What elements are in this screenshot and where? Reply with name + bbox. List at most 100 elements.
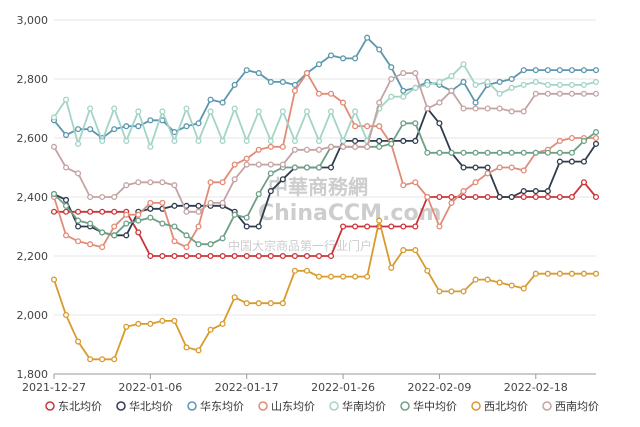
series-line (53, 36, 596, 140)
data-point (303, 267, 310, 274)
data-point (111, 126, 118, 133)
data-point (472, 179, 479, 186)
data-point (195, 120, 202, 127)
data-point (556, 67, 563, 74)
data-point (580, 81, 588, 88)
data-point (171, 137, 178, 145)
data-point (50, 114, 58, 121)
data-point (532, 78, 539, 85)
data-point (592, 270, 600, 277)
data-point (484, 105, 491, 112)
data-point (436, 78, 443, 85)
legend-marker (187, 401, 197, 411)
data-point (279, 78, 286, 85)
data-point (195, 223, 202, 230)
data-point (496, 78, 503, 85)
data-point (231, 252, 238, 260)
legend-item[interactable]: 华北均价 (116, 399, 173, 413)
data-point (484, 193, 491, 201)
data-point (111, 232, 118, 239)
data-point (388, 140, 395, 147)
x-axis: 2021-12-27 2022-01-06 2022-01-17 2022-01-26… (22, 373, 596, 394)
x-tick-label: 2022-01-26 (311, 381, 375, 394)
data-point (147, 214, 154, 221)
data-point (171, 252, 178, 260)
series-5 (50, 120, 600, 248)
data-point (508, 164, 515, 171)
legend-item[interactable]: 华中均价 (400, 399, 457, 413)
data-point (448, 288, 455, 295)
data-point (412, 84, 419, 91)
data-point (412, 247, 419, 254)
data-point (532, 188, 539, 195)
data-point (412, 137, 419, 145)
data-point (219, 320, 226, 327)
legend-item[interactable]: 东北均价 (45, 400, 102, 413)
data-point (400, 247, 407, 254)
data-point (171, 238, 178, 245)
data-point (183, 232, 190, 239)
data-point (219, 252, 226, 260)
data-point (279, 252, 286, 260)
data-point (291, 267, 298, 274)
data-point (484, 164, 491, 171)
data-point (123, 137, 130, 145)
data-point (472, 81, 479, 88)
data-point (195, 202, 202, 209)
legend-item[interactable]: 西北均价 (471, 400, 528, 413)
legend-item[interactable]: 西南均价 (542, 400, 599, 413)
data-point (556, 137, 563, 145)
data-point (231, 294, 238, 301)
data-point (207, 108, 214, 115)
data-point (99, 244, 106, 251)
data-point (255, 146, 262, 153)
data-point (207, 241, 214, 248)
legend-marker (400, 401, 410, 411)
data-point (472, 149, 479, 156)
data-point (364, 273, 371, 280)
data-point (508, 193, 515, 201)
data-point (87, 193, 94, 201)
data-point (243, 67, 250, 74)
data-point (171, 223, 178, 230)
data-point (147, 205, 154, 212)
data-point (243, 223, 250, 230)
data-point (340, 99, 347, 106)
data-point (291, 81, 298, 88)
data-point (520, 167, 527, 174)
data-point (448, 193, 455, 201)
data-point (568, 81, 575, 88)
data-point (171, 317, 178, 324)
legend-label: 西南均价 (555, 400, 599, 413)
data-point (544, 81, 551, 88)
data-point (508, 282, 515, 289)
data-point (195, 252, 202, 260)
data-point (50, 276, 58, 283)
data-point (315, 252, 323, 260)
data-point (364, 223, 371, 230)
data-point (267, 188, 274, 195)
data-point (508, 149, 515, 156)
data-point (472, 193, 479, 201)
data-point (159, 317, 166, 324)
data-point (520, 193, 527, 201)
legend-item[interactable]: 华南均价 (329, 399, 386, 413)
y-tick-label: 3,000 (17, 14, 49, 27)
data-point (135, 320, 142, 327)
legend-label: 华中均价 (413, 399, 457, 413)
legend-label: 华东均价 (200, 399, 244, 413)
legend-item[interactable]: 山东均价 (258, 400, 315, 413)
y-tick-label: 2,200 (17, 250, 49, 263)
data-point (400, 223, 407, 230)
data-point (123, 323, 130, 330)
data-point (99, 229, 106, 236)
data-point (460, 105, 467, 112)
data-point (267, 78, 274, 85)
data-point (436, 120, 443, 127)
y-tick-label: 2,600 (17, 132, 49, 145)
data-point (376, 46, 383, 53)
data-point (484, 170, 491, 177)
legend-item[interactable]: 华东均价 (187, 399, 244, 413)
data-point (75, 217, 82, 224)
data-point (62, 96, 70, 103)
